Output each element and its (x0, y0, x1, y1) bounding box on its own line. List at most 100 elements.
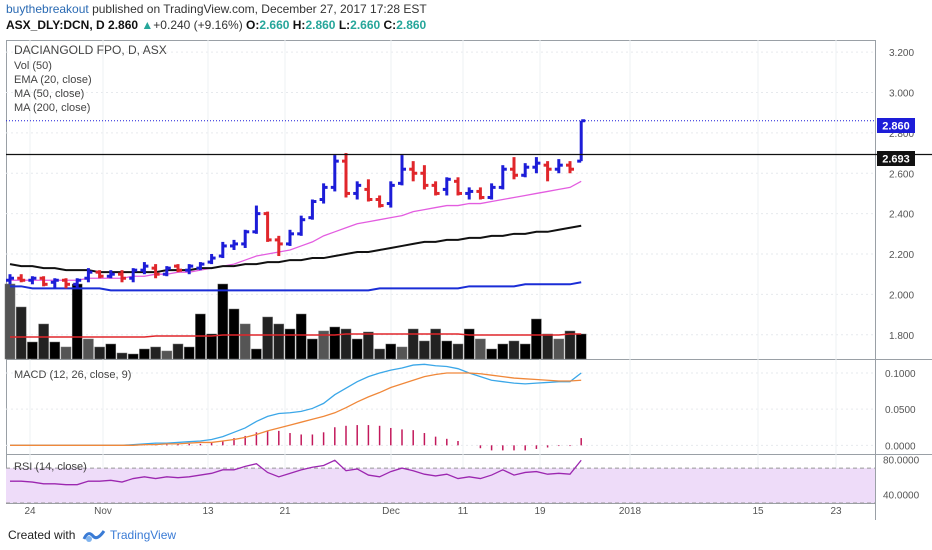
price-bar (230, 239, 238, 250)
price-bar (521, 163, 530, 178)
volume-bar (38, 323, 49, 360)
volume-bar (105, 343, 117, 360)
price-bar (174, 264, 182, 273)
volume-bar (4, 283, 16, 360)
volume-bar (329, 326, 341, 360)
volume-bar (206, 333, 217, 360)
price-bar (342, 153, 350, 198)
volume-bar (49, 341, 61, 360)
volume-bar (531, 318, 542, 360)
horizontal-lines (6, 120, 932, 156)
volume-bar (542, 333, 553, 360)
price-bar (162, 266, 171, 277)
price-bar (297, 215, 306, 236)
price-bar (73, 278, 82, 289)
price-bar (106, 270, 115, 279)
volume-bar (15, 306, 27, 360)
price-bar (386, 181, 395, 208)
ema20-line (10, 180, 582, 281)
pane-frames (6, 40, 932, 520)
price-change: +0.240 (+9.16%) (153, 18, 243, 32)
time-tick-label: 13 (202, 506, 214, 517)
ma200-line (10, 281, 582, 292)
volume-bar (430, 328, 441, 360)
time-tick-label: 21 (279, 506, 291, 517)
price-axis: 3.200 3.000 2.800 2.600 2.400 2.200 2.000 1.800… (883, 48, 920, 501)
price-bar (17, 274, 26, 283)
price-bar (118, 270, 126, 283)
volume-bar (172, 343, 184, 360)
price-bar (286, 229, 294, 246)
created-with-text: Created with (8, 528, 76, 542)
last-price-badge: 2.860 (877, 118, 915, 133)
volume-bar (284, 328, 296, 360)
price-bar (353, 181, 362, 200)
volume-bar (396, 346, 408, 360)
volume-bar (83, 338, 94, 360)
volume-bar (307, 338, 318, 360)
volume-bar (452, 343, 464, 360)
volume-bar (228, 308, 240, 360)
open-label: O: (246, 18, 260, 32)
volume-bar (575, 333, 587, 360)
publish-line: buythebreakout published on TradingView.… (6, 2, 427, 16)
price-bar (375, 195, 384, 208)
price-bar (554, 159, 563, 174)
price-bar (409, 161, 418, 182)
price-bar (252, 205, 261, 234)
volume-bar (127, 353, 139, 360)
author-link[interactable]: buythebreakout (6, 2, 89, 16)
price-bar (442, 177, 451, 196)
publish-header: buythebreakout published on TradingView.… (0, 0, 932, 36)
volume-bar (183, 346, 195, 360)
high-label: H: (292, 18, 306, 32)
price-bar (330, 155, 339, 192)
price-bar (398, 155, 406, 186)
price-bar (454, 177, 462, 196)
price-bar (39, 276, 48, 287)
volume-bar (564, 330, 576, 360)
volume-bar (116, 352, 128, 360)
price-tick-label: 1.800 (889, 331, 914, 342)
chart-legend: DACIANGOLD FPO, D, ASX Vol (50) EMA (20,… (14, 43, 167, 473)
price-bar (62, 278, 70, 289)
price-bar (129, 268, 138, 283)
rsi-tick-label: 40.0000 (883, 490, 920, 501)
chart-area[interactable]: 3.200 3.000 2.800 2.600 2.400 2.200 2.000 1.800… (0, 36, 932, 520)
time-tick-label: Nov (94, 506, 112, 517)
high-value: 2.860 (305, 18, 336, 32)
volume-bar (497, 343, 509, 360)
price-bar (218, 241, 227, 259)
legend-title: DACIANGOLD FPO, D, ASX (14, 43, 167, 57)
time-tick-label: 23 (830, 506, 842, 517)
price-bar (196, 262, 205, 271)
price-tick-label: 3.000 (889, 88, 914, 99)
legend-ma200: MA (200, close) (14, 102, 90, 114)
symbol-line: ASX_DLY:DCN, D 2.860 ▲+0.240 (+9.16%) O:… (6, 18, 426, 32)
price-bar (577, 119, 586, 163)
volume-bar (239, 323, 251, 360)
time-tick-label: 2018 (619, 506, 642, 517)
time-tick-label: 24 (24, 506, 36, 517)
volume-bar (475, 338, 486, 360)
price-tick-label: 2.600 (889, 169, 914, 180)
time-tick-label: 15 (752, 506, 764, 517)
volume-bars (4, 283, 587, 360)
resistance-badge: 2.693 (877, 151, 915, 166)
volume-bar (419, 340, 430, 360)
price-tick-label: 2.000 (889, 290, 914, 301)
legend-vol: Vol (50) (14, 60, 52, 72)
price-bars (6, 119, 586, 289)
macd-signal-line (10, 372, 582, 446)
volume-bar (340, 328, 352, 360)
price-bar (308, 199, 317, 220)
volume-bar (553, 338, 565, 360)
tradingview-brand-link[interactable]: TradingView (110, 528, 177, 542)
volume-bar (407, 328, 419, 360)
up-arrow-icon: ▲ (141, 18, 154, 32)
time-tick-label: 19 (534, 506, 546, 517)
price-bar (50, 278, 59, 289)
volume-bar (150, 346, 161, 360)
price-bar (274, 235, 283, 257)
volume-bar (217, 283, 229, 360)
